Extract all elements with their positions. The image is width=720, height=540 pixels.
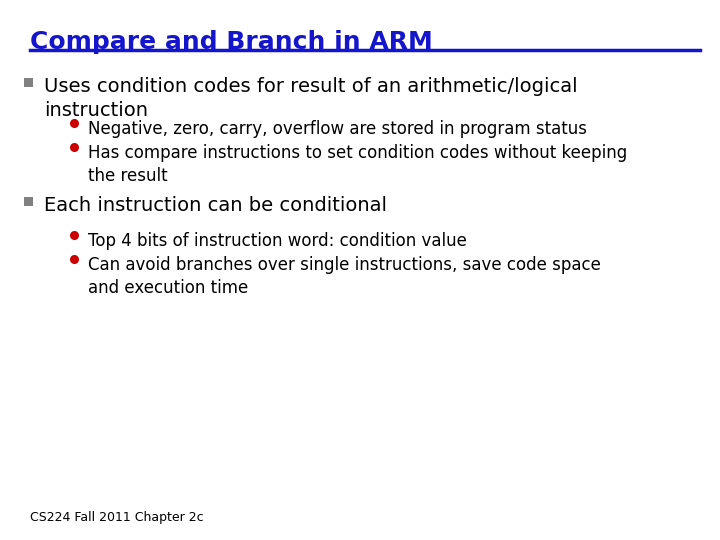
- Bar: [24, 197, 32, 206]
- Bar: [24, 78, 32, 86]
- Text: CS224 Fall 2011 Chapter 2c: CS224 Fall 2011 Chapter 2c: [30, 511, 204, 524]
- Text: Compare and Branch in ARM: Compare and Branch in ARM: [30, 30, 433, 54]
- Text: Each instruction can be conditional: Each instruction can be conditional: [44, 196, 387, 215]
- Text: Top 4 bits of instruction word: condition value: Top 4 bits of instruction word: conditio…: [88, 232, 467, 250]
- Text: Can avoid branches over single instructions, save code space
and execution time: Can avoid branches over single instructi…: [88, 256, 601, 297]
- Text: Uses condition codes for result of an arithmetic/logical
instruction: Uses condition codes for result of an ar…: [44, 77, 577, 120]
- Text: Has compare instructions to set condition codes without keeping
the result: Has compare instructions to set conditio…: [88, 144, 627, 185]
- Text: Negative, zero, carry, overflow are stored in program status: Negative, zero, carry, overflow are stor…: [88, 120, 587, 138]
